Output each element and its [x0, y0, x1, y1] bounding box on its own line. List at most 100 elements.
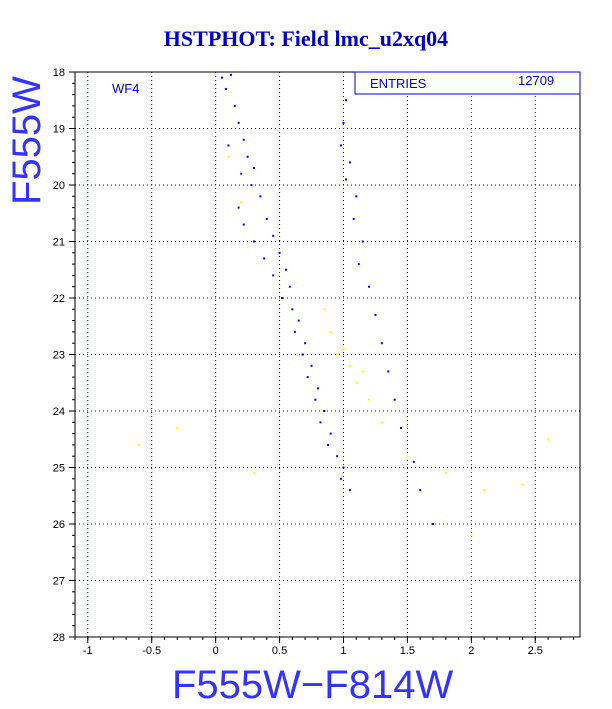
- data-point: [342, 347, 345, 350]
- y-tick-label: 25: [53, 463, 65, 475]
- data-point: [323, 308, 326, 311]
- data-point: [368, 398, 371, 401]
- data-point: [240, 172, 243, 175]
- x-tick-label: 2.5: [528, 645, 543, 657]
- x-tick-label: -1: [83, 645, 93, 657]
- stats-entries-value: 12709: [518, 73, 554, 88]
- data-point: [176, 426, 179, 429]
- data-point: [297, 319, 300, 322]
- x-axis-title: F555W−F814W: [172, 663, 453, 707]
- data-point: [348, 161, 351, 164]
- y-tick-label: 22: [53, 293, 65, 305]
- data-point: [242, 138, 245, 141]
- stats-entries-label: ENTRIES: [370, 76, 427, 91]
- y-tick-label: 18: [53, 67, 65, 79]
- field-annotation: WF4: [112, 81, 139, 96]
- grid: [75, 71, 580, 638]
- data-point: [419, 489, 422, 492]
- x-tick-label: 2: [468, 645, 474, 657]
- data-point: [327, 443, 330, 446]
- data-point: [259, 195, 262, 198]
- data-point: [227, 144, 230, 147]
- data-point: [252, 240, 255, 243]
- data-point: [272, 274, 275, 277]
- data-point: [336, 353, 339, 356]
- data-point: [393, 398, 396, 401]
- data-point: [224, 87, 227, 90]
- data-point: [284, 268, 287, 271]
- stats-box-frame: [354, 71, 581, 95]
- x-tick-label: 1.5: [400, 645, 415, 657]
- data-point: [221, 76, 224, 79]
- data-point: [431, 523, 434, 525]
- data-point: [483, 489, 486, 492]
- axis-ticks: -1 -0.5 0 0.5 1 1.5 2 2.5 18 19 20 21 22 23 24 25 26 27 28: [53, 67, 575, 657]
- data-point: [316, 387, 319, 390]
- data-point: [329, 432, 332, 435]
- data-point: [314, 398, 317, 401]
- data-point: [368, 285, 371, 288]
- data-point: [342, 121, 345, 124]
- data-point: [547, 438, 550, 441]
- x-tick-label: 0: [213, 645, 219, 657]
- data-point: [246, 155, 249, 158]
- data-point: [301, 353, 304, 356]
- data-point: [250, 184, 253, 186]
- data-point: [252, 472, 255, 475]
- data-point: [412, 460, 415, 463]
- data-point: [329, 330, 332, 333]
- data-point: [323, 410, 326, 412]
- data-point: [444, 472, 447, 475]
- data-point: [339, 144, 342, 147]
- data-point: [288, 285, 291, 288]
- y-tick-label: 23: [53, 350, 65, 362]
- y-tick-label: 19: [53, 124, 65, 136]
- data-point: [263, 257, 266, 260]
- chart-title: HSTPHOT: Field lmc_u2xq04: [163, 26, 449, 51]
- data-point: [304, 342, 307, 345]
- data-point: [240, 200, 243, 203]
- y-tick-label: 27: [53, 576, 65, 588]
- data-point: [278, 251, 281, 254]
- y-axis-title: F555W: [5, 76, 49, 205]
- data-point: [352, 217, 355, 220]
- data-point: [387, 370, 390, 373]
- y-tick-label: 21: [53, 237, 65, 249]
- data-point: [319, 421, 322, 424]
- data-point: [237, 206, 240, 209]
- data-point: [252, 167, 255, 170]
- data-point: [406, 455, 409, 458]
- data-points: [137, 73, 550, 537]
- data-point: [233, 104, 236, 107]
- data-point: [227, 155, 230, 158]
- data-point: [281, 297, 284, 299]
- stats-box: ENTRIES 12709: [354, 71, 581, 95]
- data-point: [306, 376, 309, 379]
- data-point: [229, 73, 232, 76]
- data-point: [336, 455, 339, 458]
- y-tick-label: 24: [53, 406, 65, 418]
- data-point: [400, 426, 403, 429]
- data-point: [348, 489, 351, 492]
- data-point: [237, 121, 240, 124]
- y-tick-label: 26: [53, 519, 65, 531]
- data-point: [361, 240, 364, 243]
- data-point: [242, 223, 245, 226]
- data-point: [470, 534, 473, 537]
- data-point: [345, 178, 348, 181]
- data-point: [137, 443, 140, 446]
- data-point: [293, 330, 296, 333]
- data-point: [265, 217, 268, 220]
- data-point: [272, 234, 275, 237]
- data-point: [355, 195, 358, 198]
- data-point: [380, 421, 383, 424]
- data-point: [345, 99, 348, 102]
- data-point: [342, 466, 345, 469]
- x-tick-label: 0.5: [272, 645, 287, 657]
- data-point: [339, 477, 342, 480]
- data-point: [310, 364, 313, 367]
- x-tick-label: 1: [340, 645, 346, 657]
- data-point: [348, 364, 351, 367]
